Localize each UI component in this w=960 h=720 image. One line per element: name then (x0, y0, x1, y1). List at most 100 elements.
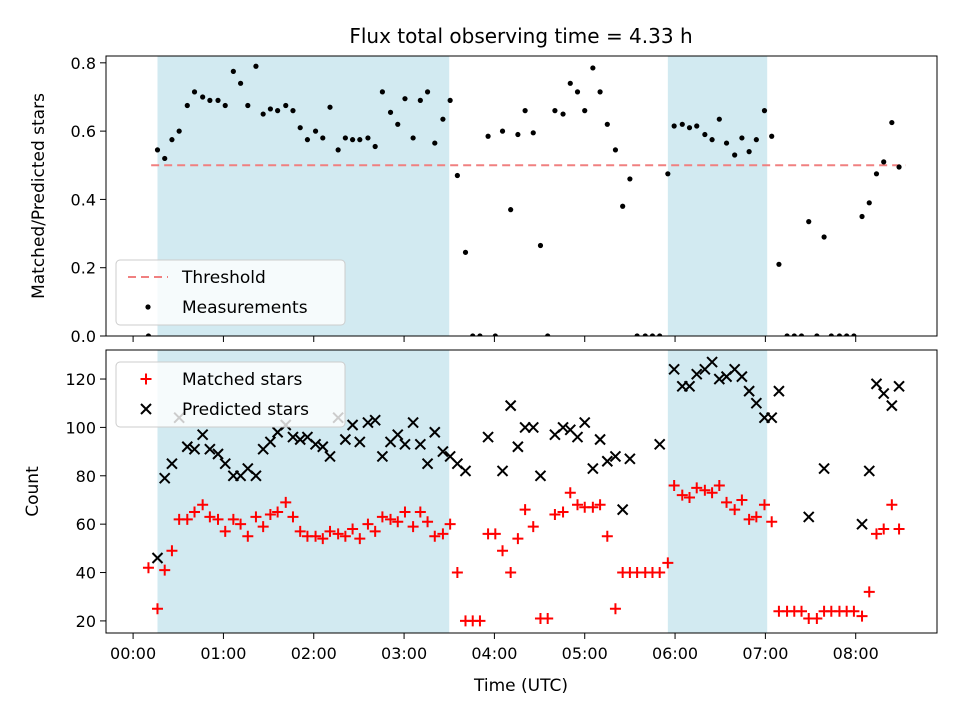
data-point (616, 503, 629, 516)
data-point (474, 615, 486, 627)
data-point (686, 125, 693, 131)
data-point (385, 513, 397, 525)
legend-threshold-label: Threshold (181, 268, 266, 288)
data-point (159, 564, 171, 576)
axes-frame (105, 55, 938, 337)
data-point (856, 610, 868, 622)
data-point (283, 102, 289, 109)
chart-title: Flux total observing time = 4.33 h (349, 24, 692, 48)
data-point (844, 333, 850, 336)
data-point (169, 137, 175, 143)
data-point (873, 171, 880, 177)
data-point (512, 441, 524, 453)
data-point (437, 445, 449, 458)
data-point (893, 523, 905, 535)
data-point (151, 603, 163, 615)
data-point (668, 479, 680, 491)
y-tick-label: 0.8 (71, 54, 96, 73)
data-point (557, 421, 569, 434)
data-point (489, 528, 501, 540)
data-point (324, 450, 336, 463)
data-point (634, 333, 640, 336)
y-tick-label: 0.2 (71, 259, 96, 278)
data-point (537, 242, 544, 249)
data-point (736, 370, 748, 383)
data-point (713, 479, 725, 491)
data-point (312, 128, 319, 134)
data-point (145, 333, 152, 336)
data-point (287, 511, 299, 523)
data-point (743, 385, 755, 397)
data-point (878, 387, 890, 400)
data-point (601, 455, 614, 467)
data-point (791, 333, 797, 336)
data-point (207, 97, 213, 103)
data-point (587, 462, 599, 475)
data-point (151, 552, 164, 564)
data-point (365, 135, 371, 141)
data-point (811, 612, 823, 624)
series-matched-stars (142, 479, 905, 627)
y-tick-label: 0.6 (71, 122, 96, 141)
data-point (399, 506, 411, 518)
y-tick-label: 100 (65, 418, 96, 437)
data-point (327, 104, 333, 110)
data-point (806, 219, 812, 225)
data-point (335, 147, 341, 153)
top-panel-ratio: 0.0 0.2 0.4 0.6 0.8 Matched/Predicted stars Th… (29, 54, 938, 346)
data-point (407, 521, 419, 533)
data-point (706, 356, 718, 368)
data-point (222, 102, 228, 109)
data-point (339, 433, 352, 446)
data-point (332, 528, 344, 540)
legend: Threshold Measurements (115, 259, 346, 326)
data-point (317, 441, 329, 453)
legend-predicted-label: Predicted stars (182, 400, 309, 420)
data-point (512, 533, 524, 545)
data-point (657, 333, 663, 336)
data-point (204, 443, 216, 455)
data-point (297, 125, 303, 131)
data-point (784, 333, 790, 336)
data-point (191, 89, 198, 95)
data-point (716, 116, 722, 122)
data-point (706, 487, 718, 499)
data-point (732, 152, 738, 158)
bottom-panel-counts: 20 40 60 80 100 120 00:00 01:00 02:00 03:00 04:00 0… (23, 349, 938, 663)
data-point (304, 137, 311, 143)
data-point (691, 368, 703, 380)
data-point (739, 135, 745, 141)
data-point (560, 111, 566, 117)
observing-window-1 (667, 350, 768, 633)
data-point (601, 530, 613, 542)
data-point (181, 441, 194, 453)
data-point (184, 102, 190, 109)
series-predicted-stars (151, 356, 905, 564)
data-point (863, 465, 875, 477)
x-tick-label: 08:00 (833, 644, 879, 663)
data-point (142, 562, 154, 574)
data-point (497, 545, 509, 557)
data-point (758, 499, 770, 511)
data-point (668, 363, 680, 376)
data-point (856, 518, 868, 530)
data-point (765, 412, 778, 424)
data-point (181, 513, 193, 525)
data-point (620, 203, 626, 209)
data-point (776, 261, 782, 267)
data-point (515, 131, 521, 138)
data-point (530, 130, 536, 136)
data-point (320, 135, 326, 141)
data-point (372, 143, 378, 150)
data-point (574, 89, 581, 95)
data-point (392, 516, 404, 528)
data-point (587, 501, 599, 513)
data-point (485, 133, 491, 139)
data-point (219, 457, 231, 470)
data-point (188, 443, 201, 455)
x-tick-label: 01:00 (200, 644, 246, 663)
data-point (422, 516, 434, 528)
data-point (662, 557, 674, 569)
y-axis-label: Matched/Predicted stars (29, 93, 49, 299)
y-tick-label: 40 (76, 564, 96, 583)
